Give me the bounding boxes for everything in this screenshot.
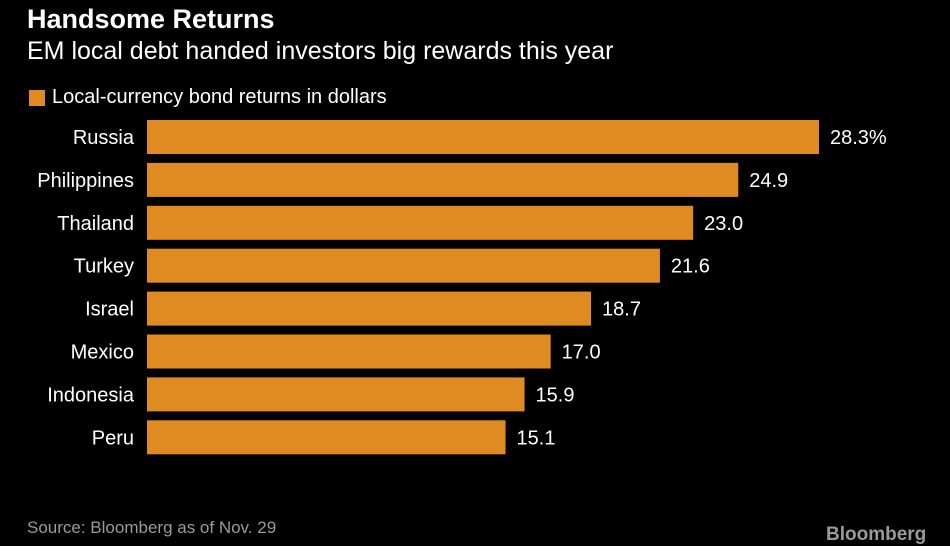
value-label: 17.0 bbox=[562, 342, 601, 364]
source-note: Source: Bloomberg as of Nov. 29 bbox=[27, 518, 277, 537]
legend-swatch bbox=[29, 89, 45, 106]
value-label: 23.0 bbox=[704, 213, 743, 235]
category-label: Peru bbox=[92, 427, 134, 449]
bar bbox=[147, 248, 660, 283]
category-label: Israel bbox=[85, 299, 134, 321]
bar bbox=[147, 205, 694, 240]
category-label: Mexico bbox=[71, 342, 134, 364]
bar bbox=[147, 420, 506, 455]
value-label: 15.1 bbox=[517, 427, 556, 449]
bar bbox=[147, 291, 592, 326]
category-label: Indonesia bbox=[47, 384, 135, 406]
bar-chart: Russia 28.3% Philippines 24.9 Thailand 23.0 Tu… bbox=[37, 120, 887, 455]
bar bbox=[147, 334, 551, 369]
bar bbox=[147, 162, 739, 197]
value-label: 21.6 bbox=[671, 256, 710, 278]
category-label: Thailand bbox=[57, 213, 134, 235]
legend: Local-currency bond returns in dollars bbox=[29, 86, 387, 109]
chart-subtitle: EM local debt handed investors big rewar… bbox=[27, 37, 614, 65]
brand-logo: Bloomberg bbox=[826, 524, 927, 545]
value-label: 28.3% bbox=[830, 127, 887, 149]
category-label: Turkey bbox=[74, 256, 134, 278]
legend-label: Local-currency bond returns in dollars bbox=[52, 86, 387, 108]
value-label: 18.7 bbox=[602, 299, 641, 321]
category-label: Philippines bbox=[37, 170, 134, 192]
bar bbox=[147, 120, 819, 154]
category-label: Russia bbox=[73, 127, 135, 149]
value-label: 15.9 bbox=[536, 384, 575, 406]
chart-title: Handsome Returns bbox=[27, 4, 275, 34]
value-label: 24.9 bbox=[749, 170, 788, 192]
bar bbox=[147, 377, 525, 412]
